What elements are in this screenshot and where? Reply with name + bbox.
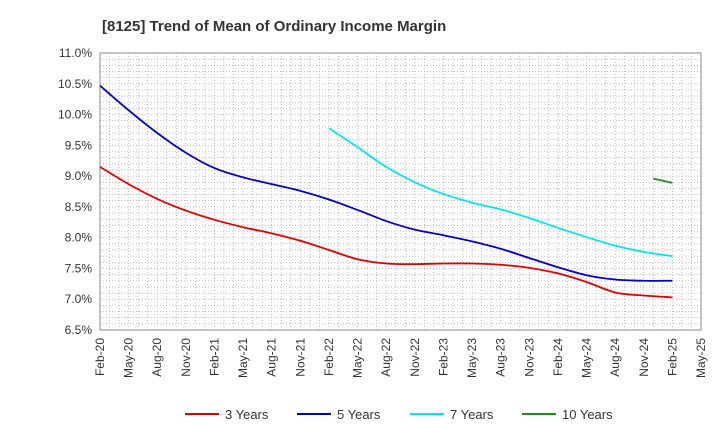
y-tick-label: 8.0% bbox=[65, 231, 93, 245]
legend-label-3-years: 3 Years bbox=[225, 407, 269, 422]
series-line-10-years bbox=[653, 177, 673, 184]
y-tick-label: 7.0% bbox=[65, 292, 93, 306]
series-lines bbox=[99, 84, 673, 299]
y-tick-label: 11.0% bbox=[59, 46, 92, 60]
x-tick-label: Feb-22 bbox=[322, 338, 336, 376]
x-tick-label: Aug-24 bbox=[608, 338, 622, 377]
x-tick-label: May-24 bbox=[580, 338, 594, 378]
x-tick-label: Nov-24 bbox=[637, 338, 651, 377]
x-axis: Feb-20 May-20 Aug-20 Nov-20 Feb-21 May-21 Aug-… bbox=[93, 338, 708, 378]
y-tick-label: 9.0% bbox=[65, 169, 93, 183]
x-tick-label: Nov-20 bbox=[179, 338, 193, 377]
chart-title: [8125] Trend of Mean of Ordinary Income … bbox=[102, 18, 446, 35]
x-tick-label: Nov-21 bbox=[293, 338, 307, 377]
x-tick-label: Nov-23 bbox=[522, 338, 536, 377]
x-tick-label: May-23 bbox=[465, 338, 479, 378]
series-line-5-years bbox=[99, 84, 673, 282]
legend-label-10-years: 10 Years bbox=[562, 407, 613, 422]
y-axis: 6.5% 7.0% 7.5% 8.0% 8.5% 9.0% 9.5% 10.0% 10.5% 11… bbox=[58, 46, 92, 337]
x-tick-label: Aug-20 bbox=[150, 338, 164, 377]
x-tick-label: Nov-22 bbox=[408, 338, 422, 377]
y-tick-label: 7.5% bbox=[65, 261, 93, 275]
series-line-7-years bbox=[328, 127, 673, 258]
x-tick-label: Feb-21 bbox=[207, 338, 221, 376]
y-tick-label: 6.5% bbox=[65, 323, 93, 337]
y-tick-label: 9.5% bbox=[65, 138, 93, 152]
x-tick-label: Aug-21 bbox=[265, 338, 279, 377]
y-tick-label: 10.0% bbox=[58, 108, 92, 122]
x-tick-label: May-20 bbox=[122, 338, 136, 378]
y-tick-label: 10.5% bbox=[58, 77, 92, 91]
x-tick-label: May-22 bbox=[351, 338, 365, 378]
x-tick-label: Aug-23 bbox=[494, 338, 508, 377]
legend-label-5-years: 5 Years bbox=[337, 407, 381, 422]
grid-lines bbox=[99, 52, 702, 331]
x-tick-label: Feb-23 bbox=[436, 338, 450, 376]
x-tick-label: May-21 bbox=[236, 338, 250, 378]
x-tick-label: Feb-24 bbox=[551, 338, 565, 376]
x-tick-label: Aug-22 bbox=[379, 338, 393, 377]
legend-label-7-years: 7 Years bbox=[450, 407, 494, 422]
legend: 3 Years 5 Years 7 Years 10 Years bbox=[185, 407, 613, 422]
x-tick-label: May-25 bbox=[694, 338, 708, 378]
x-tick-label: Feb-25 bbox=[665, 338, 679, 376]
x-tick-label: Feb-20 bbox=[93, 338, 107, 376]
plot-area bbox=[99, 52, 702, 331]
y-tick-label: 8.5% bbox=[65, 200, 93, 214]
series-line-3-years bbox=[99, 166, 673, 299]
